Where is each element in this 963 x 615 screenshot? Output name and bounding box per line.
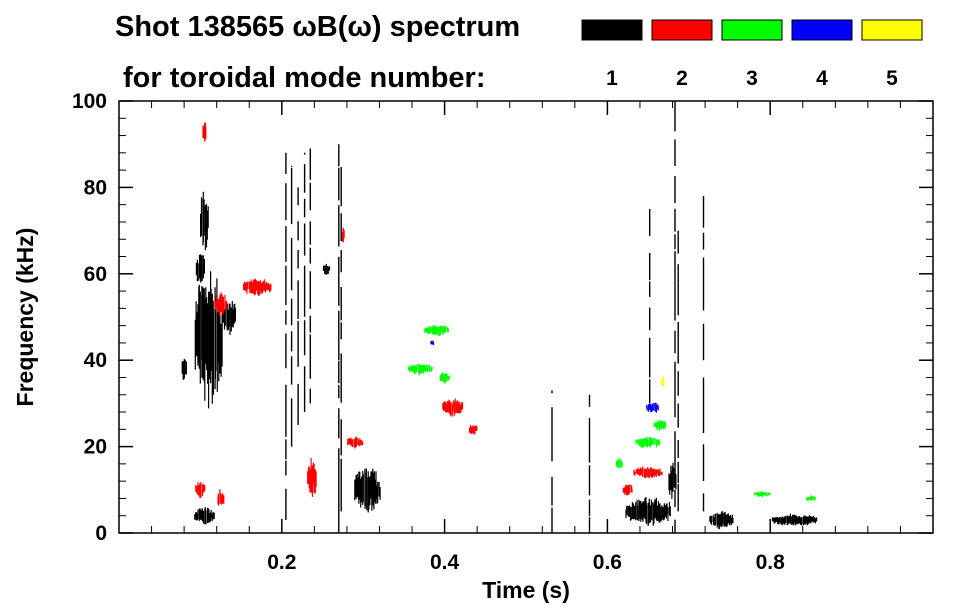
spectral-blob-mode-5: [661, 376, 665, 387]
spectral-blob-mode-1: [194, 271, 223, 409]
spectral-blob-mode-2: [307, 458, 317, 497]
y-axis-label: Frequency (kHz): [12, 228, 38, 407]
axes: 0 20 40 60 80 100 0.2 0.4 0.6 0.8: [72, 90, 933, 574]
legend-swatch-mode-4: [791, 19, 853, 41]
spectral-blob-mode-3: [635, 436, 661, 448]
spectral-blob-mode-3: [424, 325, 449, 337]
spectral-blob-mode-2: [442, 398, 464, 417]
spectral-blob-mode-2: [622, 484, 633, 496]
spectral-blob-mode-2: [217, 489, 225, 506]
legend-swatch-mode-5: [861, 19, 923, 41]
legend-label-mode-1: 1: [606, 67, 618, 90]
y-tick-label: 20: [84, 436, 107, 459]
y-tick-label: 100: [72, 90, 107, 113]
spectral-blob-mode-1: [181, 358, 187, 380]
spectral-blob-mode-4: [430, 340, 435, 346]
spectral-blob-mode-1: [200, 191, 209, 251]
plot-frame: [118, 100, 934, 534]
spectral-blob-mode-1: [194, 507, 215, 525]
spectral-blob-mode-1: [625, 497, 671, 526]
spectral-blob-mode-2: [214, 292, 228, 316]
mode-legend: 1 2 3 4 5: [581, 19, 923, 90]
spectral-blob-mode-1: [771, 513, 818, 526]
legend-swatch-mode-3: [721, 19, 783, 41]
chart-title-line1: Shot 138565 ωB(ω) spectrum: [115, 11, 520, 43]
chart-title-line2: for toroidal mode number:: [123, 62, 486, 94]
legend-label-mode-5: 5: [886, 67, 898, 90]
spectral-blob-mode-2: [469, 424, 478, 435]
spectral-blob-mode-3: [615, 457, 623, 468]
x-axis-label: Time (s): [482, 577, 570, 603]
x-tick-label: 0.8: [756, 551, 786, 574]
spectral-blob-mode-1: [354, 468, 381, 513]
legend-label-mode-4: 4: [816, 67, 828, 90]
spectral-blob-mode-2: [341, 227, 345, 243]
spectral-blob-mode-1: [322, 263, 331, 275]
spectral-blob-mode-2: [347, 436, 364, 449]
y-tick-label: 40: [84, 349, 107, 372]
spectral-blob-mode-2: [195, 482, 206, 498]
legend-label-mode-2: 2: [676, 67, 688, 90]
x-tick-label: 0.2: [267, 551, 296, 574]
x-tick-label: 0.4: [430, 551, 460, 574]
legend-label-mode-3: 3: [746, 67, 758, 90]
spectral-blob-mode-1: [221, 301, 236, 335]
spectral-blob-mode-3: [439, 372, 450, 384]
spectral-blob-mode-3: [653, 420, 667, 431]
spectral-blob-mode-2: [243, 278, 272, 296]
spectral-blob-mode-3: [407, 363, 433, 376]
spectral-blob-mode-2: [202, 122, 207, 142]
y-tick-label: 0: [95, 522, 107, 545]
spectral-blob-mode-3: [753, 491, 771, 497]
x-tick-label: 0.6: [593, 551, 622, 574]
y-tick-label: 60: [84, 263, 107, 286]
spectral-blob-mode-2: [633, 466, 663, 479]
legend-swatch-mode-1: [581, 19, 643, 41]
spectral-blob-mode-1: [195, 254, 205, 283]
y-tick-label: 80: [84, 176, 107, 199]
spectrogram-marks: [181, 101, 818, 533]
legend-swatch-mode-2: [651, 19, 713, 41]
spectral-blob-mode-1: [709, 511, 734, 530]
spectral-blob-mode-1: [668, 462, 677, 499]
spectral-blob-mode-4: [646, 402, 659, 413]
spectral-blob-mode-3: [805, 495, 816, 501]
